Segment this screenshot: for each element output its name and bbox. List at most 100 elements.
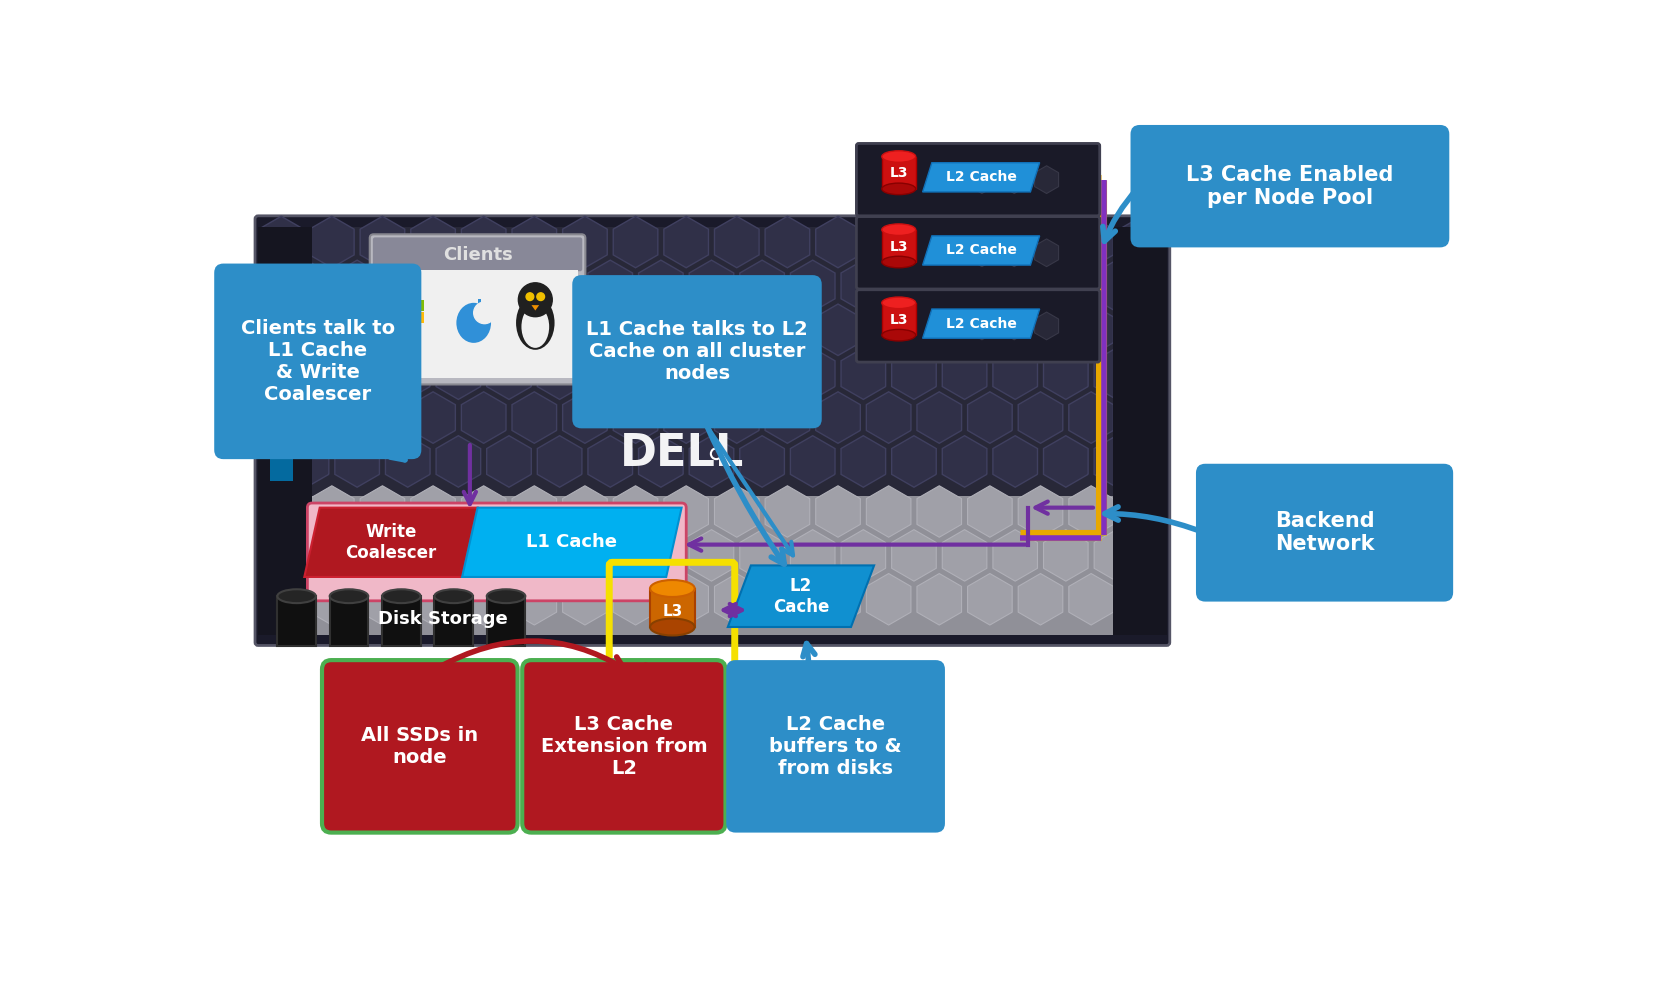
Polygon shape: [917, 216, 962, 267]
Bar: [487, 596, 525, 646]
Bar: [266, 227, 1158, 496]
Polygon shape: [942, 530, 987, 581]
Polygon shape: [361, 304, 406, 355]
Polygon shape: [411, 573, 455, 625]
Polygon shape: [967, 304, 1012, 355]
Bar: [883, 303, 916, 336]
Polygon shape: [740, 260, 784, 312]
Polygon shape: [588, 260, 633, 312]
Polygon shape: [1069, 304, 1114, 355]
Polygon shape: [1069, 392, 1114, 444]
Polygon shape: [992, 347, 1037, 399]
Ellipse shape: [329, 589, 369, 603]
Polygon shape: [663, 216, 708, 267]
Polygon shape: [728, 565, 874, 627]
Text: L2 Cache: L2 Cache: [946, 317, 1017, 331]
Polygon shape: [512, 216, 557, 267]
Polygon shape: [917, 304, 962, 355]
Text: L2 Cache
buffers to &
from disks: L2 Cache buffers to & from disks: [770, 715, 902, 778]
Bar: [434, 596, 474, 646]
Polygon shape: [487, 347, 532, 399]
Polygon shape: [334, 347, 379, 399]
Polygon shape: [1019, 573, 1062, 625]
Polygon shape: [690, 260, 733, 312]
Polygon shape: [435, 530, 480, 581]
Polygon shape: [563, 392, 607, 444]
Polygon shape: [309, 304, 354, 355]
Polygon shape: [512, 304, 557, 355]
Polygon shape: [942, 260, 987, 312]
Polygon shape: [1120, 486, 1163, 538]
Polygon shape: [971, 239, 994, 266]
Polygon shape: [309, 486, 354, 538]
Text: L1 Cache: L1 Cache: [527, 534, 617, 551]
Polygon shape: [765, 486, 809, 538]
Polygon shape: [866, 486, 911, 538]
Polygon shape: [309, 392, 354, 444]
FancyBboxPatch shape: [372, 238, 582, 271]
Polygon shape: [259, 573, 304, 625]
Polygon shape: [532, 305, 538, 311]
Polygon shape: [715, 573, 760, 625]
Polygon shape: [663, 573, 708, 625]
FancyBboxPatch shape: [369, 235, 585, 384]
Polygon shape: [922, 162, 1040, 192]
Polygon shape: [791, 436, 834, 487]
Text: Write
Coalescer: Write Coalescer: [346, 523, 437, 561]
Polygon shape: [462, 216, 505, 267]
Polygon shape: [791, 260, 834, 312]
Polygon shape: [284, 436, 329, 487]
Polygon shape: [1120, 392, 1163, 444]
Polygon shape: [411, 304, 455, 355]
Ellipse shape: [883, 150, 916, 162]
Polygon shape: [942, 436, 987, 487]
Polygon shape: [1094, 530, 1138, 581]
FancyBboxPatch shape: [572, 275, 821, 429]
Ellipse shape: [883, 224, 916, 236]
Polygon shape: [866, 304, 911, 355]
Polygon shape: [613, 392, 658, 444]
Polygon shape: [922, 309, 1040, 339]
Ellipse shape: [650, 580, 695, 597]
Bar: [329, 596, 369, 646]
Polygon shape: [1094, 436, 1138, 487]
Polygon shape: [715, 392, 760, 444]
FancyBboxPatch shape: [856, 217, 1100, 289]
Polygon shape: [386, 347, 430, 399]
Polygon shape: [613, 216, 658, 267]
Bar: [377, 270, 578, 377]
Polygon shape: [1044, 436, 1089, 487]
Text: L1 Cache talks to L2
Cache on all cluster
nodes: L1 Cache talks to L2 Cache on all cluste…: [587, 320, 808, 383]
Ellipse shape: [517, 296, 555, 349]
Polygon shape: [361, 486, 406, 538]
Polygon shape: [1019, 486, 1062, 538]
Polygon shape: [411, 486, 455, 538]
Polygon shape: [1044, 530, 1089, 581]
Polygon shape: [891, 260, 936, 312]
Polygon shape: [1069, 573, 1114, 625]
Polygon shape: [309, 216, 354, 267]
Polygon shape: [638, 347, 683, 399]
Polygon shape: [638, 530, 683, 581]
Polygon shape: [638, 260, 683, 312]
Polygon shape: [942, 347, 987, 399]
Bar: [883, 230, 916, 262]
Polygon shape: [638, 436, 683, 487]
Text: Clients talk to
L1 Cache
& Write
Coalescer: Clients talk to L1 Cache & Write Coalesc…: [241, 319, 396, 404]
Polygon shape: [512, 392, 557, 444]
Polygon shape: [487, 530, 532, 581]
Bar: [477, 299, 482, 311]
Polygon shape: [690, 530, 733, 581]
Polygon shape: [1019, 304, 1062, 355]
Polygon shape: [740, 530, 784, 581]
Polygon shape: [1034, 165, 1059, 193]
Polygon shape: [613, 304, 658, 355]
Polygon shape: [1069, 216, 1114, 267]
Polygon shape: [816, 573, 861, 625]
Polygon shape: [841, 347, 886, 399]
Bar: [269, 435, 293, 481]
Ellipse shape: [883, 256, 916, 267]
Bar: [278, 596, 316, 646]
Polygon shape: [259, 304, 304, 355]
Ellipse shape: [278, 589, 316, 603]
